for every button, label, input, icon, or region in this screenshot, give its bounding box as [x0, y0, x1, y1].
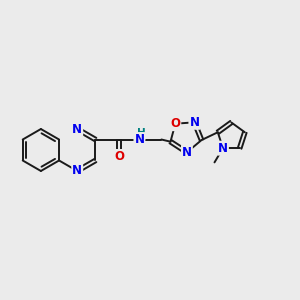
Text: O: O: [170, 117, 180, 130]
Text: N: N: [134, 133, 144, 146]
Text: N: N: [218, 142, 228, 155]
Text: H: H: [137, 128, 146, 138]
Text: N: N: [72, 122, 82, 136]
Text: N: N: [182, 146, 192, 159]
Text: O: O: [114, 150, 124, 163]
Text: N: N: [72, 164, 82, 178]
Text: N: N: [189, 116, 200, 129]
